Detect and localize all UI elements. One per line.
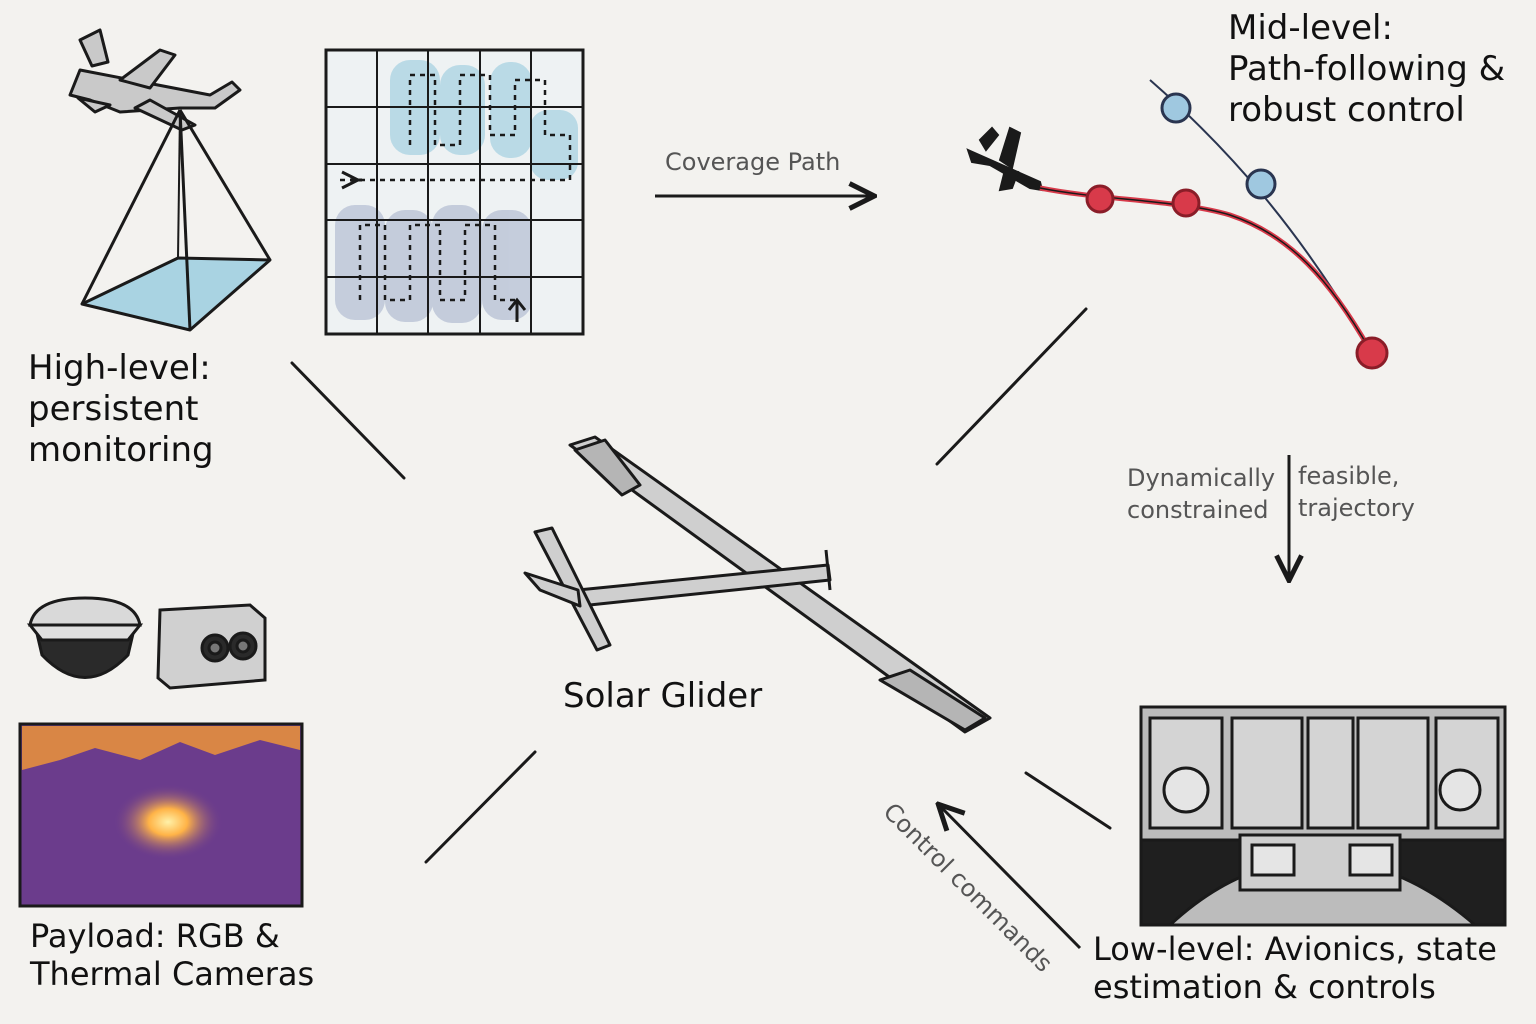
trajectory-waypoint-red bbox=[1355, 336, 1389, 370]
high-level-line-3: monitoring bbox=[28, 429, 214, 470]
coverage-grid-icon bbox=[324, 48, 585, 336]
thermal-camera-icon bbox=[156, 603, 267, 690]
low-level-line-1: Low-level: Avionics, state bbox=[1093, 930, 1497, 968]
thermal-image-icon bbox=[18, 722, 304, 908]
high-level-line-1: High-level: bbox=[28, 348, 211, 388]
payload-label: Payload: RGB & Thermal Cameras bbox=[30, 917, 314, 994]
low-level-label: Low-level: Avionics, state estimation & … bbox=[1093, 930, 1497, 1007]
trajectory-left-line-2: constrained bbox=[1127, 496, 1269, 525]
trajectory-right-line-1: feasible, bbox=[1298, 462, 1400, 490]
trajectory-plot bbox=[1039, 79, 1389, 370]
trajectory-left-line-1: Dynamically bbox=[1127, 464, 1276, 492]
low-level-line-2: estimation & controls bbox=[1093, 968, 1436, 1007]
glider-icon bbox=[523, 435, 992, 734]
payload-line-2: Thermal Cameras bbox=[30, 955, 315, 994]
control-commands-arrow bbox=[940, 806, 1082, 950]
dome-camera-icon bbox=[26, 596, 144, 679]
coverage-path-label: Coverage Path bbox=[665, 148, 840, 176]
connector-payload bbox=[424, 750, 537, 864]
mid-level-line-1: Mid-level: bbox=[1228, 8, 1393, 48]
high-level-line-2: persistent bbox=[28, 388, 199, 429]
payload-line-1: Payload: RGB & bbox=[30, 917, 280, 955]
control-commands-label: Control commands bbox=[878, 797, 1058, 977]
trajectory-waypoint-blue bbox=[1160, 92, 1192, 124]
trajectory-right-line-2: trajectory bbox=[1298, 494, 1415, 523]
small-aircraft-icon bbox=[966, 126, 1044, 192]
cockpit-icon bbox=[1139, 705, 1507, 927]
trajectory-label-right: feasible, trajectory bbox=[1298, 460, 1415, 525]
trajectory-waypoint-red bbox=[1171, 188, 1201, 218]
trajectory-waypoint-red bbox=[1085, 184, 1115, 214]
trajectory-label-left: Dynamically constrained bbox=[1127, 462, 1275, 527]
camera-footprint-icon bbox=[80, 109, 272, 332]
high-level-label: High-level: persistent monitoring bbox=[28, 348, 214, 470]
trajectory-waypoint-blue bbox=[1245, 168, 1277, 200]
center-title: Solar Glider bbox=[563, 676, 763, 716]
mid-level-line-3: robust control bbox=[1228, 89, 1465, 130]
connector-high-level bbox=[290, 361, 406, 480]
connector-mid-level bbox=[935, 307, 1088, 466]
connector-low-level bbox=[1024, 771, 1112, 830]
drone-icon bbox=[68, 28, 242, 132]
mid-level-label: Mid-level: Path-following & robust contr… bbox=[1228, 8, 1505, 130]
mid-level-line-2: Path-following & bbox=[1228, 48, 1506, 89]
connector-lines bbox=[290, 307, 1112, 864]
